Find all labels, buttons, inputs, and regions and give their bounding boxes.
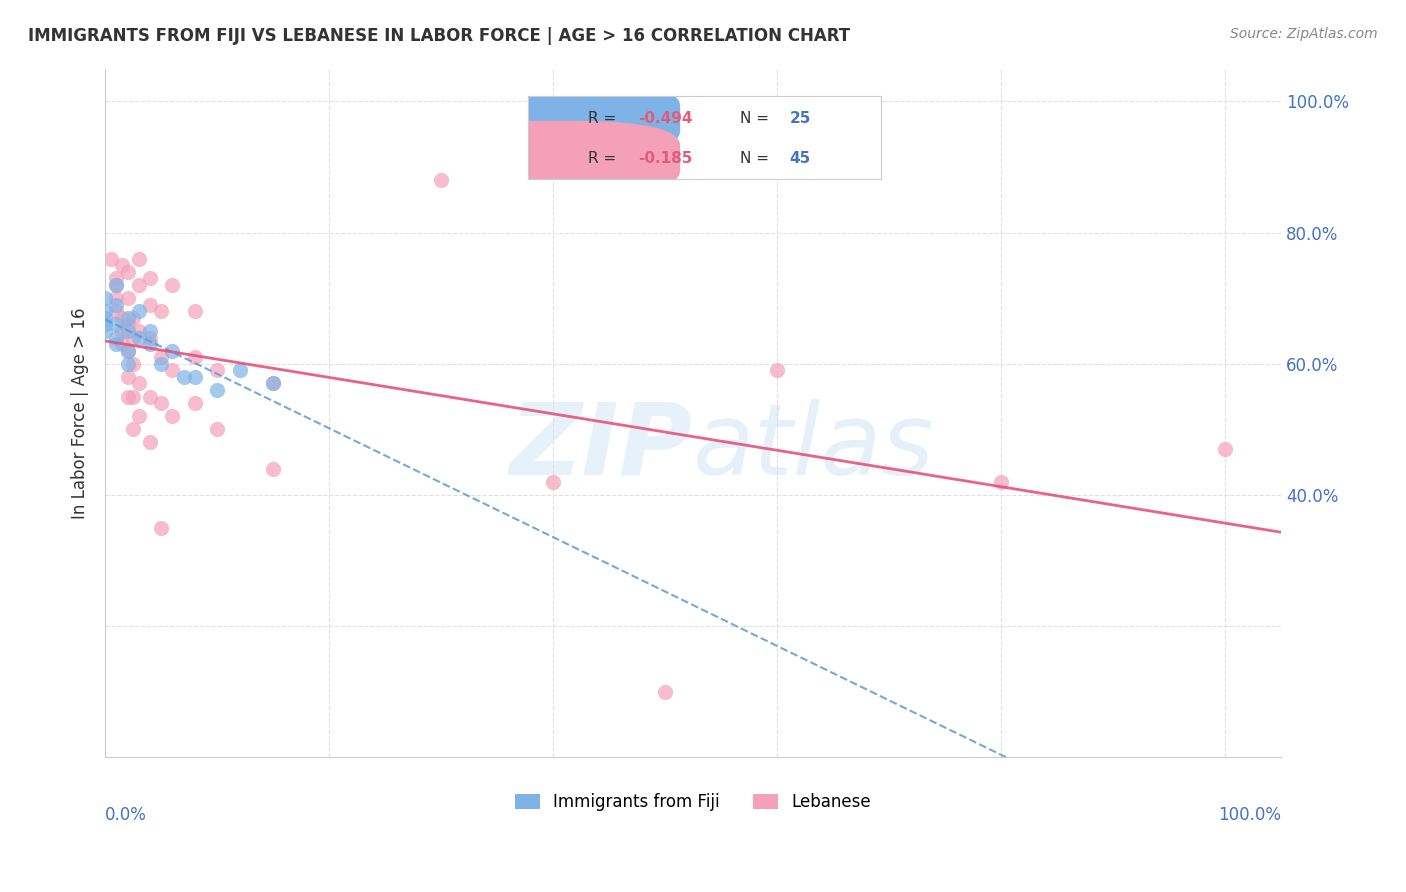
- Point: [262, 376, 284, 391]
- Point: [111, 324, 134, 338]
- Point: [117, 265, 139, 279]
- Point: [117, 370, 139, 384]
- Text: atlas: atlas: [693, 399, 935, 496]
- Point: [117, 343, 139, 358]
- Point: [139, 324, 162, 338]
- Point: [184, 396, 207, 410]
- Point: [139, 435, 162, 450]
- Point: [430, 173, 453, 187]
- Point: [541, 475, 564, 489]
- Point: [139, 390, 162, 404]
- Point: [173, 370, 195, 384]
- Point: [128, 324, 150, 338]
- Point: [766, 363, 789, 377]
- Point: [111, 337, 134, 351]
- Point: [150, 357, 173, 371]
- Point: [105, 304, 128, 318]
- Point: [184, 304, 207, 318]
- Point: [105, 278, 128, 293]
- Point: [100, 252, 122, 266]
- Point: [162, 409, 184, 424]
- Point: [228, 363, 250, 377]
- Point: [128, 278, 150, 293]
- Point: [117, 390, 139, 404]
- Point: [94, 318, 117, 332]
- Text: 100.0%: 100.0%: [1218, 805, 1281, 823]
- Point: [139, 337, 162, 351]
- Point: [105, 330, 128, 344]
- Point: [150, 396, 173, 410]
- Point: [122, 390, 145, 404]
- Point: [94, 310, 117, 325]
- Point: [184, 370, 207, 384]
- Point: [122, 310, 145, 325]
- Point: [105, 298, 128, 312]
- Text: 0.0%: 0.0%: [105, 805, 148, 823]
- Point: [184, 350, 207, 364]
- Point: [162, 363, 184, 377]
- Point: [162, 278, 184, 293]
- Point: [205, 422, 228, 436]
- Point: [117, 357, 139, 371]
- Point: [205, 383, 228, 397]
- Point: [139, 298, 162, 312]
- Point: [105, 291, 128, 305]
- Point: [150, 304, 173, 318]
- Point: [150, 521, 173, 535]
- Text: Source: ZipAtlas.com: Source: ZipAtlas.com: [1230, 27, 1378, 41]
- Point: [122, 357, 145, 371]
- Point: [990, 475, 1012, 489]
- Point: [111, 258, 134, 272]
- Point: [117, 310, 139, 325]
- Point: [117, 343, 139, 358]
- Point: [139, 271, 162, 285]
- Point: [128, 252, 150, 266]
- Point: [1213, 442, 1236, 456]
- Legend: Immigrants from Fiji, Lebanese: Immigrants from Fiji, Lebanese: [509, 787, 877, 818]
- Point: [162, 343, 184, 358]
- Point: [139, 330, 162, 344]
- Point: [105, 278, 128, 293]
- Point: [205, 363, 228, 377]
- Point: [128, 409, 150, 424]
- Point: [654, 685, 676, 699]
- Point: [128, 376, 150, 391]
- Point: [262, 461, 284, 475]
- Point: [105, 318, 128, 332]
- Point: [94, 324, 117, 338]
- Point: [105, 271, 128, 285]
- Point: [117, 318, 139, 332]
- Point: [122, 422, 145, 436]
- Text: ZIP: ZIP: [510, 399, 693, 496]
- Point: [117, 324, 139, 338]
- Point: [128, 330, 150, 344]
- Point: [117, 291, 139, 305]
- Point: [94, 304, 117, 318]
- Point: [122, 330, 145, 344]
- Point: [111, 310, 134, 325]
- Point: [105, 337, 128, 351]
- Text: IMMIGRANTS FROM FIJI VS LEBANESE IN LABOR FORCE | AGE > 16 CORRELATION CHART: IMMIGRANTS FROM FIJI VS LEBANESE IN LABO…: [28, 27, 851, 45]
- Point: [150, 350, 173, 364]
- Point: [94, 291, 117, 305]
- Y-axis label: In Labor Force | Age > 16: In Labor Force | Age > 16: [72, 307, 89, 519]
- Point: [262, 376, 284, 391]
- Point: [128, 304, 150, 318]
